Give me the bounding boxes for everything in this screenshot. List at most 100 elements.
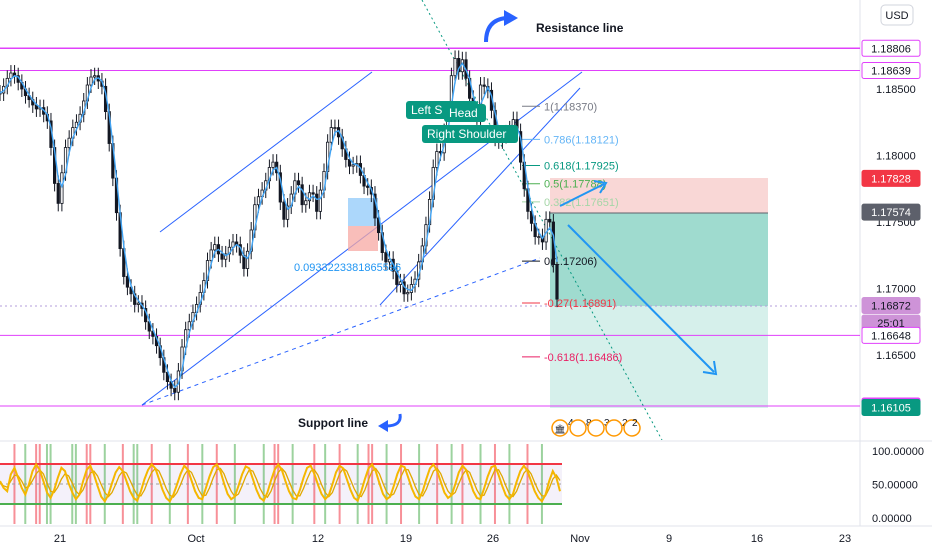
channel-mid-line	[379, 87, 581, 306]
candle-body	[56, 183, 60, 204]
price-tag-label: 1.17574	[871, 207, 911, 219]
head-label: Head	[449, 106, 478, 120]
price-tag-label: 1.16105	[871, 403, 911, 415]
fib-level-label: -0.618(1.16486)	[544, 352, 622, 364]
time-axis-label: 23	[839, 533, 851, 545]
price-tag: 1.17828	[861, 169, 921, 187]
candle-body	[537, 236, 541, 239]
time-axis[interactable]: 21 Oct 12 19 26 Nov 9 16 23	[54, 533, 851, 545]
fib-level-label: -0.27(1.16891)	[544, 298, 616, 310]
time-axis-label: 26	[487, 533, 499, 545]
left-shoulder-label: Left S	[411, 103, 442, 117]
svg-text:2: 2	[632, 418, 638, 429]
candle-body	[366, 185, 370, 188]
projected-zone	[550, 306, 768, 408]
candle-body	[482, 84, 486, 87]
candle-body	[555, 264, 559, 300]
fib-level-label: 1(1.18370)	[544, 101, 597, 113]
head-shoulders-labels[interactable]: Left S r Head Right Shoulder	[406, 101, 518, 143]
time-axis-label: 9	[666, 533, 672, 545]
price-tag-label: 1.16872	[871, 301, 911, 313]
support-annotation[interactable]: Support line	[298, 413, 402, 432]
candle-body	[406, 292, 410, 295]
fib-level-label: 0.618(1.17925)	[544, 160, 619, 172]
currency-label: USD	[885, 10, 908, 22]
candle-body	[329, 127, 333, 143]
fib-level-label: 0.786(1.18121)	[544, 134, 619, 146]
event-icons[interactable]: 🏛 4 8 3 2 2	[551, 418, 641, 437]
price-axis-label: 1.16500	[876, 350, 916, 362]
right-shoulder-label: Right Shoulder	[427, 127, 506, 141]
candle-body	[224, 253, 228, 260]
resistance-label: Resistance line	[536, 21, 624, 35]
osc-axis-label: 50.00000	[872, 480, 918, 492]
box-value-label: 0.0933223381865596	[294, 262, 401, 274]
time-axis-label: 19	[400, 533, 412, 545]
fib-level-label: 0.382(1.17651)	[544, 197, 619, 209]
short-position-tool[interactable]	[550, 178, 768, 408]
osc-axis-label: 0.00000	[872, 513, 912, 525]
event-icon[interactable]: 2	[623, 418, 641, 437]
candle-body	[529, 210, 534, 224]
price-tag-label: 1.16648	[871, 330, 911, 342]
candle-body	[286, 205, 290, 220]
support-label: Support line	[298, 416, 368, 430]
target-zone	[550, 213, 768, 306]
candle-body	[347, 159, 352, 167]
stop-zone	[550, 178, 768, 213]
candle-body	[173, 387, 177, 393]
price-axis-label: 1.17000	[876, 284, 916, 296]
candle-body	[0, 92, 2, 95]
dashed-trend-line	[141, 257, 541, 406]
candle-body	[311, 192, 315, 195]
horizontal-levels	[0, 47, 860, 407]
candle-body	[300, 184, 304, 206]
price-axis-label: 1.18000	[876, 151, 916, 163]
candle-body	[256, 196, 261, 206]
oscillator-axis[interactable]: 100.00000 50.00000 0.00000	[872, 446, 924, 525]
channel-upper-line	[159, 71, 373, 233]
candle-body	[307, 192, 312, 202]
price-axis-label: 1.18500	[876, 84, 916, 96]
candle-body	[136, 302, 140, 305]
time-axis-label: Oct	[187, 533, 204, 545]
candle-body	[304, 200, 308, 206]
time-axis-label: 21	[54, 533, 66, 545]
time-axis-label: 12	[312, 533, 324, 545]
candle-body	[453, 58, 457, 77]
price-tag: 1.16648	[861, 326, 921, 344]
price-tag: 1.18639	[861, 62, 921, 80]
candle-body	[93, 75, 97, 78]
price-tag: 1.17574	[861, 203, 921, 221]
candle-body	[74, 121, 79, 128]
price-tag: 1.16105	[861, 399, 921, 417]
currency-button[interactable]: USD	[880, 4, 914, 26]
svg-text:🏛: 🏛	[554, 424, 565, 434]
candle-body	[435, 151, 439, 168]
fib-level-label: 0.5(1.17788)	[544, 179, 606, 191]
moving-average-line	[0, 61, 558, 389]
candle-body	[209, 249, 213, 261]
candle-body	[271, 161, 275, 168]
candle-body	[333, 127, 337, 129]
oscillator-pane[interactable]	[0, 444, 562, 524]
price-tag-label: 1.18806	[871, 43, 911, 55]
resistance-annotation[interactable]: Resistance line	[484, 10, 624, 43]
candle-body	[89, 76, 93, 86]
price-tag-label: 1.17828	[871, 173, 911, 185]
price-tag: 1.18806	[861, 39, 921, 57]
time-axis-label: Nov	[570, 533, 590, 545]
price-tag-label: 1.18639	[871, 66, 911, 78]
projection-arrows[interactable]	[559, 180, 718, 376]
candle-body	[125, 276, 130, 288]
candle-body	[548, 218, 552, 223]
time-axis-label: 16	[751, 533, 763, 545]
dotted-trend-line	[421, 0, 663, 440]
candle-body	[315, 193, 319, 212]
candle-body	[245, 250, 250, 269]
candle-body	[220, 253, 224, 260]
fib-retracement[interactable]: 1(1.18370) 0.786(1.18121) 0.618(1.17925) 0.…	[522, 101, 622, 364]
candle-body	[282, 201, 286, 220]
